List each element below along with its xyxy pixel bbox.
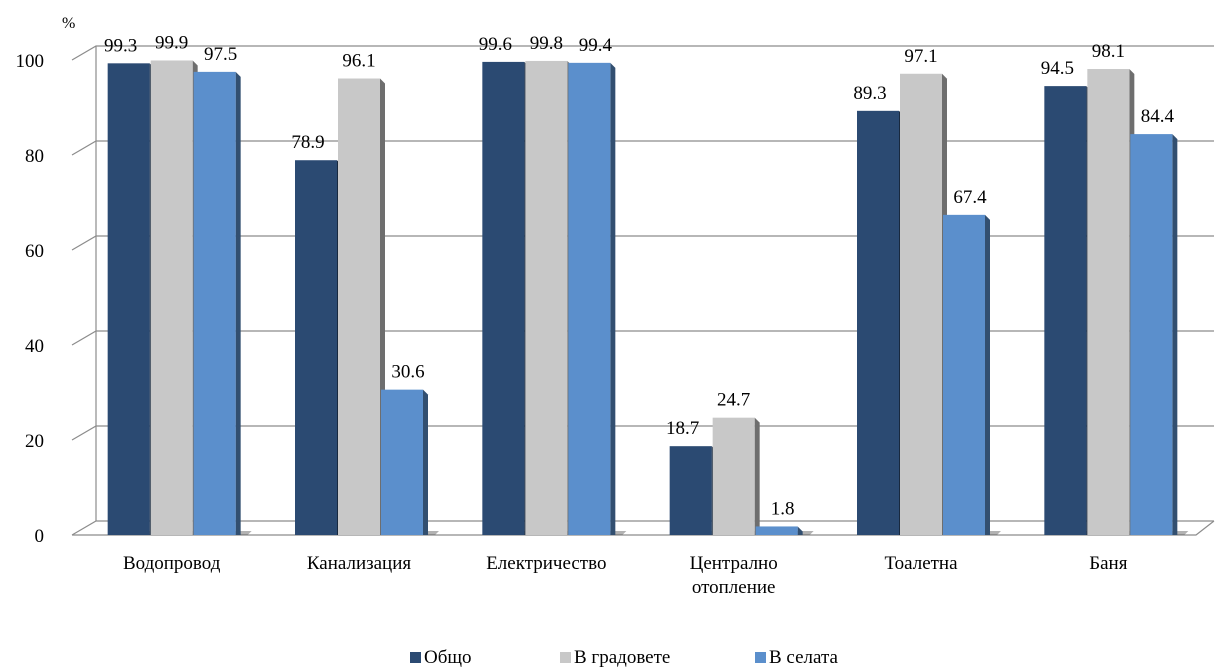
legend-item: В селата: [755, 647, 838, 668]
data-label: 78.9: [291, 132, 324, 153]
bar: [150, 60, 193, 535]
x-category-label: Канализация: [307, 553, 412, 574]
legend-item: Общо: [410, 647, 472, 668]
bar: [1044, 86, 1087, 535]
y-axis: % 0 20 40 60 80 100: [16, 15, 76, 547]
bar-side: [754, 417, 760, 535]
y-tick-label: 100: [16, 51, 45, 72]
gridline: [71, 235, 1214, 251]
bar: [107, 63, 150, 535]
bar-side: [985, 214, 990, 535]
bar: [712, 417, 755, 535]
bar: [900, 73, 942, 536]
y-tick-label: 80: [25, 146, 44, 167]
y-unit-label: %: [62, 15, 75, 32]
bar: [568, 62, 611, 535]
bar-side: [235, 71, 241, 535]
data-label: 99.4: [579, 35, 613, 56]
bar-side: [797, 526, 803, 535]
bar: [669, 446, 712, 535]
data-label: 98.1: [1092, 41, 1125, 62]
legend-swatch: [755, 652, 766, 663]
data-label: 99.6: [479, 34, 512, 55]
data-label: 99.3: [104, 35, 137, 56]
legend-label: В селата: [769, 647, 838, 668]
y-tick-label: 0: [35, 526, 45, 547]
data-labels: 99.3 99.9 97.5 78.9 96.1 30.6 99.6 99.8 99.4 18.7…: [104, 32, 1174, 519]
bar: [338, 78, 380, 536]
legend-swatch: [560, 652, 571, 663]
gridline: [71, 140, 1214, 156]
bar-side: [1172, 134, 1178, 535]
bar: [943, 214, 985, 535]
x-category-label: Тоалетна: [884, 553, 958, 574]
data-label: 30.6: [391, 362, 424, 383]
category-labels: Водопровод Канализация Електричество Центра…: [123, 553, 1128, 598]
bar: [755, 526, 798, 535]
x-category-label: Електричество: [486, 553, 606, 574]
legend-item: В градовете: [560, 647, 670, 668]
gridlines: [71, 45, 1215, 536]
bar: [525, 60, 568, 535]
data-label: 97.1: [904, 46, 937, 67]
data-label: 94.5: [1041, 58, 1074, 79]
bar: [1130, 134, 1173, 535]
bars: [107, 60, 1189, 536]
y-tick-label: 20: [25, 431, 44, 452]
data-label: 1.8: [771, 498, 795, 519]
data-label: 89.3: [853, 83, 886, 104]
legend-swatch: [410, 652, 421, 663]
data-label: 96.1: [342, 51, 375, 72]
legend: Общо В градовете В селата: [410, 647, 838, 668]
bar-side: [610, 62, 616, 535]
data-label: 67.4: [953, 187, 987, 208]
gridline: [71, 330, 1214, 346]
data-label: 84.4: [1141, 106, 1175, 127]
legend-label: Общо: [424, 647, 472, 668]
data-label: 99.9: [155, 32, 188, 53]
bar: [295, 160, 337, 535]
floor-edge: [72, 520, 1215, 536]
y-tick-label: 40: [25, 336, 44, 357]
legend-label: В градовете: [574, 647, 670, 668]
bar: [857, 110, 899, 535]
x-category-label: Централно отопление: [690, 553, 778, 598]
data-label: 97.5: [204, 44, 237, 65]
x-category-label: Водопровод: [123, 553, 221, 574]
bar: [381, 389, 423, 535]
data-label: 18.7: [666, 418, 699, 439]
bar-side: [423, 389, 428, 535]
data-label: 99.8: [530, 33, 563, 54]
x-category-label: Баня: [1089, 553, 1128, 574]
bar: [482, 61, 525, 536]
y-tick-label: 60: [25, 241, 44, 262]
data-label: 24.7: [717, 390, 750, 411]
bar: [1087, 69, 1130, 536]
bar: [193, 71, 236, 535]
gridline: [71, 425, 1214, 441]
